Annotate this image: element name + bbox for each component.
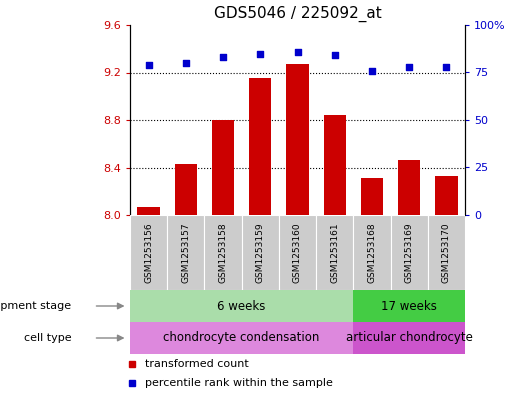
- Bar: [205, 215, 242, 290]
- Point: [219, 54, 227, 61]
- Bar: [354, 215, 391, 290]
- Text: GSM1253157: GSM1253157: [181, 222, 190, 283]
- Text: GSM1253168: GSM1253168: [367, 222, 376, 283]
- Text: percentile rank within the sample: percentile rank within the sample: [145, 378, 333, 388]
- Text: articular chondrocyte: articular chondrocyte: [346, 332, 473, 345]
- Text: GSM1253159: GSM1253159: [256, 222, 265, 283]
- Text: GSM1253169: GSM1253169: [405, 222, 414, 283]
- Bar: [249, 79, 271, 215]
- Text: cell type: cell type: [24, 333, 72, 343]
- Bar: [242, 215, 279, 290]
- Point: [405, 64, 413, 70]
- Bar: [354, 290, 465, 322]
- Bar: [175, 164, 197, 215]
- Point: [368, 68, 376, 74]
- Text: GSM1253170: GSM1253170: [442, 222, 451, 283]
- Text: 17 weeks: 17 weeks: [381, 299, 437, 312]
- Bar: [435, 176, 457, 215]
- Point: [256, 50, 264, 57]
- Bar: [130, 215, 167, 290]
- Bar: [279, 215, 316, 290]
- Text: development stage: development stage: [0, 301, 72, 311]
- Bar: [316, 215, 354, 290]
- Bar: [212, 120, 234, 215]
- Text: GSM1253158: GSM1253158: [218, 222, 227, 283]
- Text: GSM1253156: GSM1253156: [144, 222, 153, 283]
- Bar: [130, 290, 354, 322]
- Bar: [398, 160, 420, 215]
- Title: GDS5046 / 225092_at: GDS5046 / 225092_at: [214, 6, 382, 22]
- Bar: [167, 215, 205, 290]
- Bar: [391, 215, 428, 290]
- Text: chondrocyte condensation: chondrocyte condensation: [163, 332, 320, 345]
- Bar: [323, 115, 346, 215]
- Text: GSM1253160: GSM1253160: [293, 222, 302, 283]
- Bar: [286, 64, 308, 215]
- Point: [182, 60, 190, 66]
- Bar: [354, 322, 465, 354]
- Point: [144, 62, 153, 68]
- Point: [293, 48, 302, 55]
- Bar: [137, 207, 160, 215]
- Bar: [361, 178, 383, 215]
- Text: 6 weeks: 6 weeks: [217, 299, 266, 312]
- Bar: [428, 215, 465, 290]
- Text: transformed count: transformed count: [145, 359, 249, 369]
- Point: [331, 52, 339, 59]
- Text: GSM1253161: GSM1253161: [330, 222, 339, 283]
- Bar: [130, 322, 354, 354]
- Point: [442, 64, 450, 70]
